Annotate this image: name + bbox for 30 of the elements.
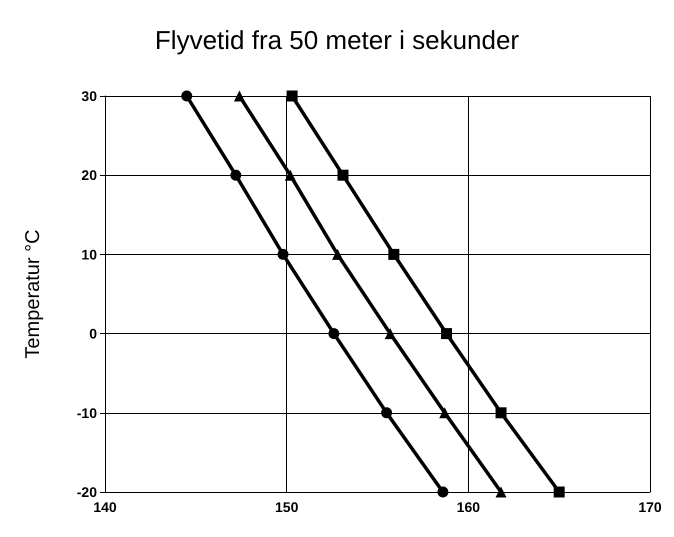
point [388, 248, 400, 260]
y-tick-label: -10 [76, 404, 98, 421]
point [384, 328, 396, 340]
y-tick-label: 20 [81, 167, 98, 184]
y-tick-label: 10 [81, 246, 98, 262]
x-tick-label: 150 [274, 499, 299, 515]
y-tick-label: -20 [76, 484, 98, 500]
point [554, 486, 565, 498]
point [337, 170, 348, 181]
point [328, 328, 340, 340]
point [441, 328, 452, 340]
x-tick-label: 170 [638, 499, 662, 515]
point [332, 248, 344, 260]
point [439, 407, 450, 418]
point [286, 90, 298, 102]
point [278, 248, 289, 260]
point [230, 170, 242, 181]
point [496, 407, 507, 418]
x-tick-label: 140 [93, 499, 117, 515]
point [181, 90, 192, 102]
point [437, 486, 448, 498]
point [234, 90, 245, 102]
point [496, 486, 507, 498]
point [284, 170, 296, 181]
y-tick-label: 0 [89, 326, 98, 342]
x-tick-label: 160 [456, 499, 480, 515]
chart-title: Flyvetid fra 50 meter i sekunder [154, 25, 520, 55]
y-axis-title: Temperatur °C [22, 229, 44, 359]
y-tick-label: 30 [81, 88, 98, 104]
point [381, 407, 392, 418]
